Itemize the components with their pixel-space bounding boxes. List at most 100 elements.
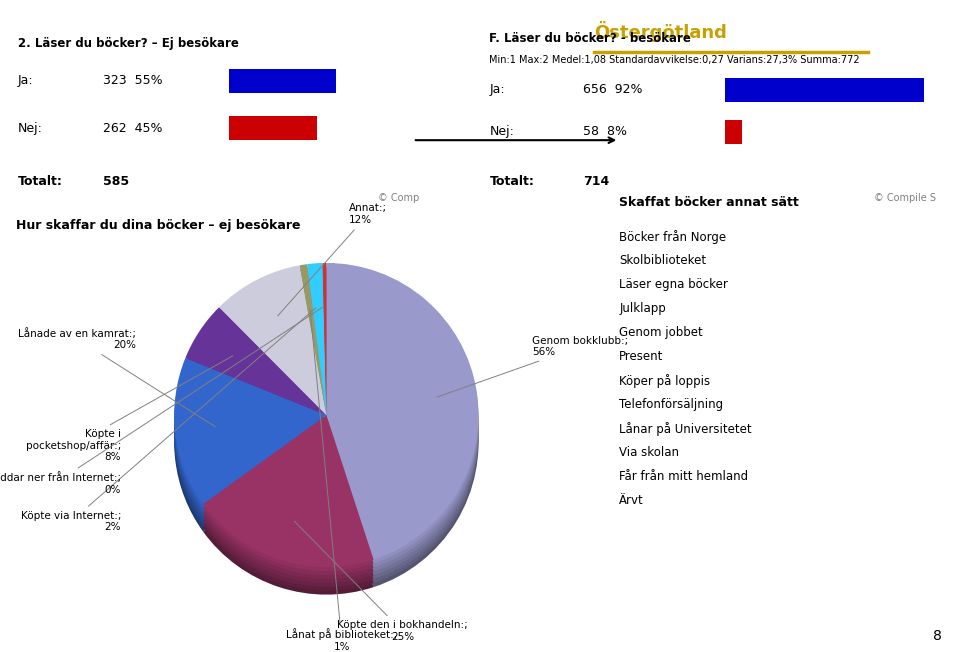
Wedge shape [323, 274, 326, 427]
Text: Hur skaffar du dina böcker – ej besökare: Hur skaffar du dina böcker – ej besökare [15, 219, 300, 232]
Wedge shape [300, 264, 326, 415]
Text: Genom bokklubb:;
56%: Genom bokklubb:; 56% [437, 336, 628, 397]
Wedge shape [326, 267, 478, 563]
Wedge shape [307, 278, 326, 431]
Wedge shape [326, 278, 478, 575]
Bar [229, 117, 317, 140]
Wedge shape [307, 263, 326, 415]
Wedge shape [175, 358, 326, 504]
Bar [229, 69, 336, 93]
Wedge shape [175, 381, 326, 527]
Text: Nej:: Nej: [18, 122, 43, 135]
Wedge shape [219, 289, 326, 439]
Text: Lånade av en kamrat:;
20%: Lånade av en kamrat:; 20% [18, 328, 215, 426]
Wedge shape [185, 307, 326, 415]
Wedge shape [300, 276, 326, 427]
Wedge shape [185, 334, 326, 443]
Wedge shape [323, 267, 326, 419]
Text: Laddar ner från Internet:;
0%: Laddar ner från Internet:; 0% [0, 307, 323, 495]
Wedge shape [307, 271, 326, 423]
Text: 58  8%: 58 8% [584, 125, 628, 138]
Wedge shape [175, 358, 326, 504]
Wedge shape [326, 290, 478, 587]
Wedge shape [175, 378, 326, 524]
Text: Köper på loppis: Köper på loppis [619, 374, 710, 388]
Wedge shape [219, 265, 326, 415]
Wedge shape [203, 419, 373, 571]
Wedge shape [323, 286, 326, 439]
Text: Julklapp: Julklapp [619, 302, 666, 315]
Wedge shape [307, 282, 326, 435]
Wedge shape [300, 284, 326, 435]
Text: Annat:;
12%: Annat:; 12% [277, 203, 387, 316]
Wedge shape [326, 263, 478, 559]
Text: Köpte via Internet:;
2%: Köpte via Internet:; 2% [20, 308, 316, 533]
Wedge shape [326, 282, 478, 579]
Wedge shape [300, 264, 326, 415]
Text: Lånar på Universitetet: Lånar på Universitetet [619, 422, 752, 436]
Wedge shape [185, 327, 326, 435]
Wedge shape [326, 286, 478, 583]
Wedge shape [203, 431, 373, 583]
Bar [725, 120, 742, 144]
Wedge shape [203, 415, 373, 567]
Wedge shape [219, 265, 326, 415]
Text: Ja:: Ja: [490, 83, 505, 96]
Wedge shape [323, 263, 326, 415]
Wedge shape [307, 290, 326, 443]
Wedge shape [185, 315, 326, 423]
Wedge shape [307, 267, 326, 419]
Wedge shape [307, 263, 326, 415]
Text: Östergötland: Östergötland [594, 21, 727, 42]
Text: Ja:: Ja: [18, 74, 34, 87]
Wedge shape [219, 281, 326, 431]
Wedge shape [307, 274, 326, 427]
Text: Telefonförsäljning: Telefonförsäljning [619, 398, 723, 411]
Wedge shape [203, 435, 373, 587]
Wedge shape [185, 319, 326, 427]
Wedge shape [219, 273, 326, 423]
Text: 323  55%: 323 55% [103, 74, 162, 87]
Wedge shape [323, 290, 326, 443]
Wedge shape [185, 331, 326, 439]
Text: Via skolan: Via skolan [619, 447, 680, 460]
Text: 8: 8 [932, 629, 942, 643]
Wedge shape [219, 277, 326, 427]
Wedge shape [175, 370, 326, 516]
Text: 2. Läser du böcker? – Ej besökare: 2. Läser du böcker? – Ej besökare [18, 37, 239, 50]
Text: Genom jobbet: Genom jobbet [619, 326, 703, 339]
Text: 585: 585 [103, 175, 129, 188]
Wedge shape [300, 268, 326, 419]
Bar [725, 78, 924, 102]
Wedge shape [203, 423, 373, 575]
Wedge shape [326, 263, 478, 559]
Wedge shape [203, 439, 373, 591]
Text: Köpte den i bokhandeln:;
25%: Köpte den i bokhandeln:; 25% [295, 521, 468, 642]
Text: 656  92%: 656 92% [584, 83, 643, 96]
Wedge shape [300, 291, 326, 443]
Text: Böcker från Norge: Böcker från Norge [619, 230, 727, 244]
Wedge shape [326, 274, 478, 571]
Wedge shape [300, 288, 326, 439]
Text: Totalt:: Totalt: [18, 175, 63, 188]
Wedge shape [175, 362, 326, 508]
Wedge shape [323, 263, 326, 415]
Wedge shape [300, 280, 326, 431]
Text: Min:1 Max:2 Medel:1,08 Standardavvikelse:0,27 Varians:27,3% Summa:772: Min:1 Max:2 Medel:1,08 Standardavvikelse… [490, 55, 860, 65]
Text: 262  45%: 262 45% [103, 122, 162, 135]
Wedge shape [203, 427, 373, 579]
Wedge shape [323, 271, 326, 423]
Text: Får från mitt hemland: Får från mitt hemland [619, 471, 749, 483]
Wedge shape [203, 415, 373, 567]
Text: Köpte i
pocketshop/affär:;
8%: Köpte i pocketshop/affär:; 8% [26, 356, 232, 462]
Text: Läser egna böcker: Läser egna böcker [619, 278, 728, 291]
Text: Skolbiblioteket: Skolbiblioteket [619, 254, 707, 267]
Text: Ärvt: Ärvt [619, 494, 644, 507]
Wedge shape [219, 293, 326, 443]
Wedge shape [219, 269, 326, 419]
Wedge shape [323, 282, 326, 435]
Text: F. Läser du böcker? - besökare: F. Läser du böcker? - besökare [490, 31, 691, 44]
Wedge shape [175, 366, 326, 512]
Wedge shape [326, 271, 478, 567]
Wedge shape [185, 307, 326, 415]
